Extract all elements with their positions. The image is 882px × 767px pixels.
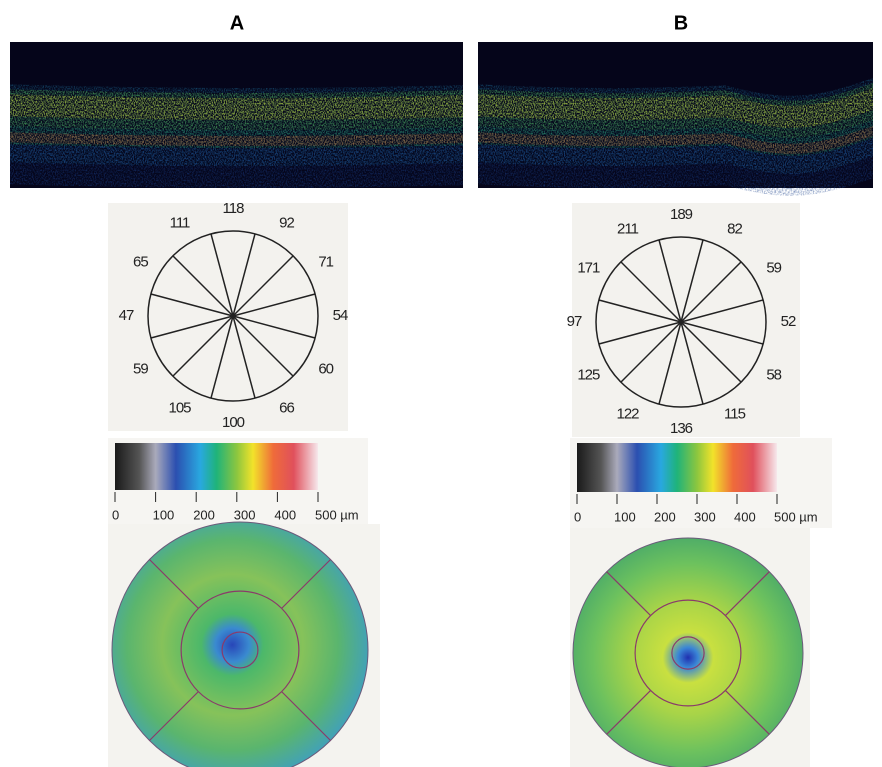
scale-tick-label: 500 µm: [774, 509, 818, 524]
clock-value: 136: [670, 420, 693, 437]
scale-tick-label: 100: [153, 507, 175, 522]
color-scale: [577, 443, 777, 492]
scale-tick-label: 300: [234, 507, 256, 522]
oct-layer: [10, 144, 463, 188]
figure-canvas: A 118 92 71 54 60 66 100 105 59 47 65 111 0 100 200 300 4…: [0, 0, 882, 767]
clock-value: 59: [766, 259, 781, 276]
clock-value: 111: [170, 214, 190, 231]
clock-value: 92: [279, 214, 294, 231]
thickness-map: [112, 522, 368, 767]
clock-value: 65: [133, 253, 148, 270]
clock-value: 118: [223, 200, 245, 217]
clock-value: 59: [133, 360, 148, 377]
scale-tick-label: 0: [574, 509, 581, 524]
clock-value: 58: [766, 366, 781, 383]
scale-tick-label: 100: [614, 509, 636, 524]
panel-label: B: [674, 12, 688, 34]
scale-tick-label: 500 µm: [315, 507, 359, 522]
panel-label: A: [230, 12, 244, 34]
clock-value: 52: [781, 313, 796, 330]
clock-value: 105: [168, 400, 191, 417]
clock-value: 60: [318, 360, 333, 377]
clock-value: 122: [616, 406, 639, 423]
color-scale: [115, 443, 318, 490]
clock-value: 47: [119, 307, 134, 324]
oct-layer: [10, 94, 463, 120]
scale-tick-label: 0: [112, 507, 119, 522]
clock-value: 66: [279, 400, 294, 417]
scale-tick-label: 200: [654, 509, 676, 524]
scale-tick-label: 200: [193, 507, 215, 522]
scale-tick-label: 300: [694, 509, 716, 524]
clock-value: 54: [333, 307, 348, 324]
clock-value: 100: [222, 414, 245, 431]
clock-value: 115: [724, 406, 746, 423]
scale-tick-label: 400: [734, 509, 756, 524]
clock-value: 125: [577, 366, 600, 383]
clock-value: 189: [670, 206, 693, 223]
scale-tick-label: 400: [274, 507, 296, 522]
clock-value: 97: [567, 313, 582, 330]
clock-value: 171: [577, 259, 600, 276]
clock-value: 82: [727, 220, 742, 237]
clock-value: 211: [617, 220, 639, 237]
clock-value: 71: [318, 253, 333, 270]
figure: A 118 92 71 54 60 66 100 105 59 47 65 111 0 100 200 300 4…: [0, 0, 882, 767]
